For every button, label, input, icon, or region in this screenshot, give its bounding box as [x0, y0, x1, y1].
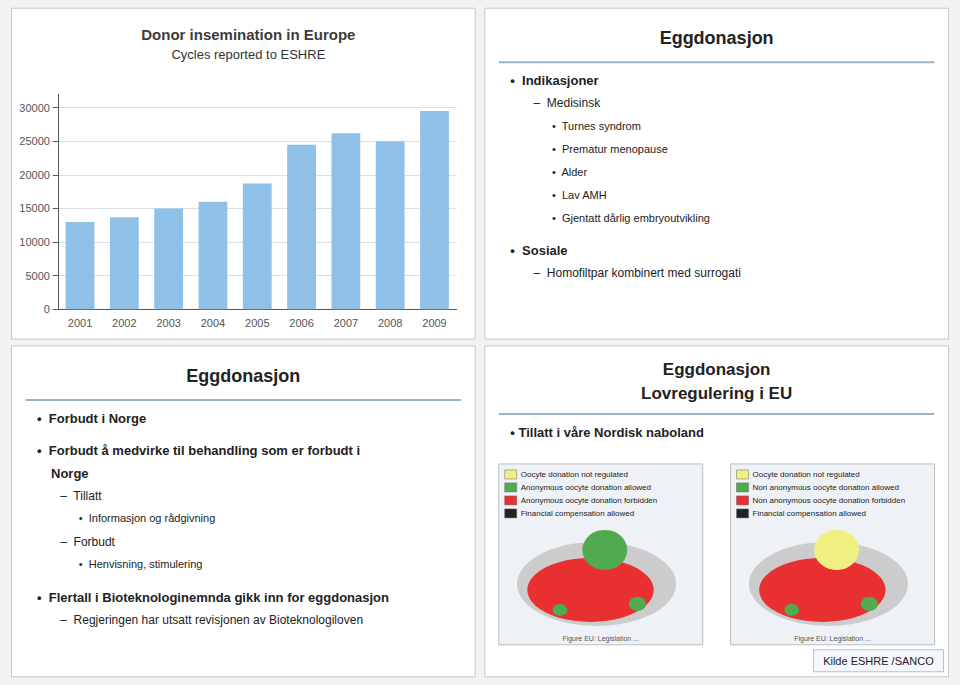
- svg-text:Kilde ESHRE /SANCO: Kilde ESHRE /SANCO: [823, 655, 934, 667]
- svg-text:2008: 2008: [378, 317, 402, 329]
- svg-text:Norge: Norge: [51, 466, 89, 481]
- svg-text:2004: 2004: [201, 317, 225, 329]
- svg-text:2005: 2005: [245, 317, 269, 329]
- svg-text:• Turnes syndrom: • Turnes syndrom: [552, 120, 641, 132]
- svg-text:Figure EU: Legislation ...: Figure EU: Legislation ...: [794, 635, 871, 643]
- svg-text:2009: 2009: [422, 317, 446, 329]
- svg-text:– Homofiltpar kombinert med s: – Homofiltpar kombinert med surrogati: [533, 266, 740, 280]
- svg-text:Eggdonasjon: Eggdonasjon: [660, 28, 774, 48]
- svg-text:Figure EU: Legislation ...: Figure EU: Legislation ...: [562, 635, 639, 643]
- svg-text:Oocyte donation not regulated: Oocyte donation not regulated: [753, 470, 860, 479]
- svg-text:– Forbudt: – Forbudt: [60, 535, 115, 549]
- svg-text:Anonymous oocyte donation forb: Anonymous oocyte donation forbidden: [521, 496, 658, 505]
- svg-text:Non anonymous oocyte donation: Non anonymous oocyte donation allowed: [753, 483, 899, 492]
- svg-text:Lovregulering i EU: Lovregulering i EU: [641, 384, 792, 403]
- svg-text:• Forbudt å medvirke til beha: • Forbudt å medvirke til behandling som …: [37, 443, 360, 458]
- svg-text:2003: 2003: [156, 317, 180, 329]
- svg-text:30000: 30000: [19, 102, 50, 114]
- svg-text:0: 0: [44, 303, 50, 315]
- svg-text:2002: 2002: [112, 317, 136, 329]
- svg-text:Eggdonasjon: Eggdonasjon: [663, 360, 771, 379]
- svg-text:– Regjeringen har utsatt revi: – Regjeringen har utsatt revisjonen av B…: [60, 613, 363, 627]
- svg-text:Oocyte donation not regulated: Oocyte donation not regulated: [521, 470, 628, 479]
- svg-text:Anonymous oocyte donation allo: Anonymous oocyte donation allowed: [521, 483, 651, 492]
- svg-text:2006: 2006: [289, 317, 313, 329]
- svg-text:• Prematur menopause: • Prematur menopause: [552, 143, 668, 155]
- svg-text:5000: 5000: [25, 270, 49, 282]
- svg-text:• Informasjon og rådgivning: • Informasjon og rådgivning: [79, 512, 216, 524]
- svg-text:• Indikasjoner: • Indikasjoner: [510, 73, 598, 88]
- svg-text:2007: 2007: [334, 317, 358, 329]
- svg-text:Financial compensation allowed: Financial compensation allowed: [753, 509, 866, 518]
- svg-text:Non anonymous oocyte donation: Non anonymous oocyte donation forbidden: [753, 496, 906, 505]
- svg-text:• Forbudt i Norge: • Forbudt i Norge: [37, 411, 146, 426]
- svg-text:2001: 2001: [68, 317, 92, 329]
- svg-text:20000: 20000: [19, 169, 50, 181]
- svg-text:• Lav AMH: • Lav AMH: [552, 189, 607, 201]
- svg-text:• Gjentatt dårlig embryoutvik: • Gjentatt dårlig embryoutvikling: [552, 212, 710, 224]
- svg-text:• Alder: • Alder: [552, 166, 587, 178]
- svg-text:Eggdonasjon: Eggdonasjon: [186, 366, 300, 386]
- svg-text:Financial compensation allowed: Financial compensation allowed: [521, 509, 634, 518]
- svg-text:• Henvisning, stimulering: • Henvisning, stimulering: [79, 558, 203, 570]
- svg-text:• Tillatt i våre Nordisk nabol: • Tillatt i våre Nordisk naboland: [510, 425, 704, 440]
- svg-text:Donor insemination in Europe: Donor insemination in Europe: [141, 26, 355, 43]
- svg-text:• Sosiale: • Sosiale: [510, 243, 567, 258]
- svg-text:– Medisinsk: – Medisinsk: [533, 96, 601, 110]
- svg-text:25000: 25000: [19, 135, 50, 147]
- svg-text:15000: 15000: [19, 202, 50, 214]
- svg-text:Cycles reported to ESHRE: Cycles reported to ESHRE: [171, 47, 325, 62]
- svg-text:• Flertall i Bioteknologinemn: • Flertall i Bioteknologinemnda gikk inn…: [37, 590, 389, 605]
- svg-text:– Tillatt: – Tillatt: [60, 489, 102, 503]
- svg-text:10000: 10000: [19, 236, 50, 248]
